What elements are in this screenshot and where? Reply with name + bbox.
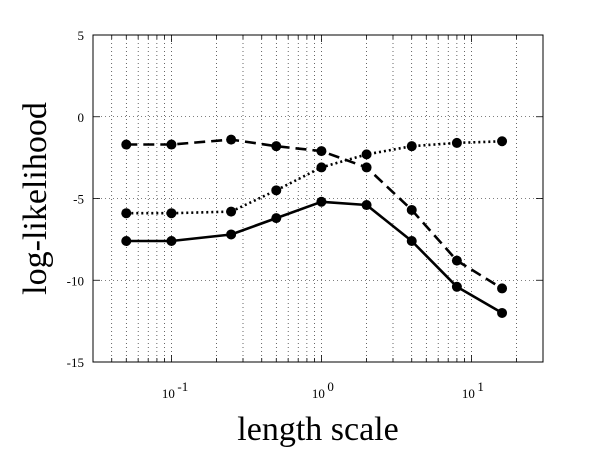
y-tick-label: 0	[78, 110, 85, 125]
data-point-dotted	[361, 149, 372, 160]
data-point-dashed	[361, 162, 372, 173]
data-point-solid	[271, 213, 282, 224]
data-point-dashed	[316, 146, 327, 157]
data-point-dotted	[121, 208, 132, 219]
data-point-dashed	[271, 141, 282, 152]
x-tick-exponent: 0	[327, 379, 334, 394]
data-point-dotted	[271, 185, 282, 196]
plot-border	[92, 34, 544, 363]
data-point-dashed	[497, 283, 508, 294]
data-point-dashed	[166, 139, 177, 150]
data-point-dashed	[226, 134, 237, 145]
series-line-solid	[126, 200, 503, 315]
y-tick-label: -10	[67, 273, 84, 288]
x-axis-label: length scale	[237, 411, 398, 448]
series-line-dotted	[126, 140, 503, 215]
data-point-dotted	[226, 206, 237, 217]
data-point-dotted	[451, 137, 462, 148]
data-point-solid	[226, 229, 237, 240]
data-point-dashed	[406, 204, 417, 215]
data-point-solid	[121, 236, 132, 247]
x-tick-label: 10	[462, 386, 475, 401]
data-point-solid	[406, 236, 417, 247]
data-point-dotted	[406, 141, 417, 152]
data-point-dotted	[316, 162, 327, 173]
x-tick-exponent: 1	[477, 379, 484, 394]
y-tick-label: -15	[67, 355, 84, 370]
data-point-solid	[316, 196, 327, 207]
data-point-dashed	[121, 139, 132, 150]
x-tick-exponent: -1	[177, 379, 188, 394]
y-tick-label: 5	[78, 28, 85, 43]
y-tick-label: -5	[73, 192, 84, 207]
series-layer	[121, 134, 508, 318]
data-point-solid	[497, 307, 508, 318]
data-point-solid	[166, 236, 177, 247]
data-point-dotted	[166, 208, 177, 219]
data-point-dashed	[451, 255, 462, 266]
data-point-dotted	[497, 136, 508, 147]
data-point-solid	[361, 200, 372, 211]
y-axis-label: log-likelihood	[17, 102, 54, 295]
x-tick-label: 10	[162, 386, 175, 401]
data-point-solid	[451, 281, 462, 292]
plot-frame	[92, 34, 544, 363]
x-tick-label: 10	[312, 386, 325, 401]
